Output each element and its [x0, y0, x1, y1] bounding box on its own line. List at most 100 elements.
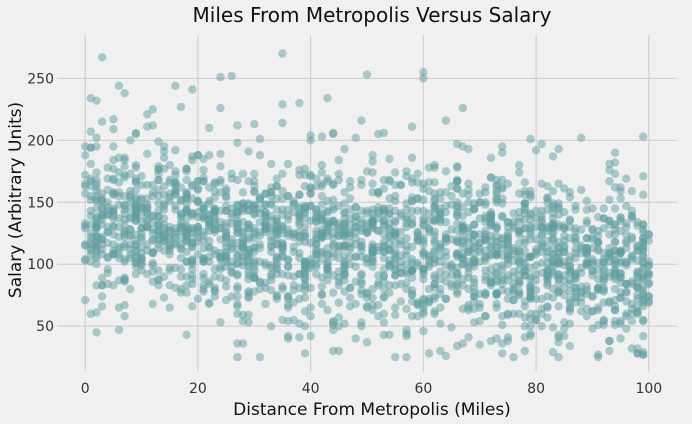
- data-point: [92, 183, 101, 192]
- x-tick-label: 80: [527, 381, 545, 397]
- data-point: [605, 165, 614, 175]
- data-point: [120, 242, 129, 252]
- data-point: [182, 188, 191, 197]
- data-point: [419, 195, 428, 204]
- data-point: [143, 240, 152, 249]
- data-point: [317, 132, 327, 141]
- data-point: [599, 271, 608, 280]
- data-point: [109, 281, 118, 290]
- data-point: [317, 160, 327, 170]
- data-point: [323, 250, 332, 259]
- data-point: [345, 205, 355, 214]
- data-point: [250, 287, 259, 296]
- data-point: [368, 209, 377, 218]
- data-point: [458, 238, 467, 248]
- data-point: [244, 224, 253, 233]
- y-axis-title: Salary (Arbitrary Units): [6, 102, 26, 298]
- data-point: [526, 224, 535, 233]
- data-point: [391, 265, 400, 274]
- data-point: [526, 292, 535, 301]
- data-point: [498, 349, 507, 358]
- data-point: [143, 216, 152, 225]
- data-point: [402, 215, 411, 224]
- data-point: [362, 229, 372, 238]
- data-point: [300, 164, 310, 173]
- data-point: [441, 201, 451, 211]
- data-point: [633, 302, 642, 311]
- data-point: [633, 256, 642, 265]
- data-point: [171, 238, 180, 248]
- data-point: [605, 177, 614, 186]
- data-point: [605, 336, 614, 346]
- data-point: [503, 217, 513, 227]
- data-point: [560, 241, 569, 250]
- data-point: [441, 217, 451, 227]
- data-point: [103, 268, 112, 278]
- data-point: [644, 261, 653, 270]
- data-point: [599, 277, 608, 286]
- data-point: [193, 294, 203, 304]
- data-point: [610, 148, 620, 157]
- data-point: [131, 128, 141, 138]
- data-point: [216, 103, 225, 113]
- data-point: [407, 266, 417, 275]
- data-point: [605, 346, 614, 356]
- data-point: [233, 284, 242, 294]
- data-point: [300, 307, 310, 316]
- data-point: [289, 247, 298, 256]
- data-point: [255, 151, 265, 160]
- data-point: [402, 167, 411, 176]
- data-point: [227, 71, 236, 81]
- data-point: [453, 177, 462, 186]
- data-point: [261, 211, 270, 221]
- data-point: [616, 256, 625, 265]
- data-point: [419, 184, 428, 193]
- data-point: [430, 258, 439, 268]
- data-point: [582, 312, 591, 321]
- data-point: [391, 310, 400, 320]
- data-point: [126, 186, 135, 196]
- data-point: [221, 219, 231, 228]
- data-point: [599, 204, 608, 213]
- data-point: [407, 255, 417, 264]
- data-point: [340, 214, 349, 223]
- data-point: [233, 138, 242, 147]
- data-point: [543, 292, 552, 301]
- data-point: [306, 331, 315, 341]
- data-point: [396, 180, 405, 190]
- data-point: [531, 276, 541, 285]
- data-point: [419, 68, 428, 77]
- data-point: [317, 191, 327, 201]
- data-point: [447, 263, 456, 273]
- data-point: [126, 253, 135, 263]
- data-point: [272, 291, 281, 300]
- data-point: [182, 330, 191, 339]
- data-point: [610, 265, 620, 274]
- data-point: [193, 237, 203, 247]
- data-point: [391, 255, 400, 264]
- chart-title: Miles From Metropolis Versus Salary: [193, 3, 552, 27]
- data-point: [148, 248, 157, 258]
- data-point: [537, 139, 546, 149]
- data-point: [131, 177, 141, 186]
- data-point: [492, 250, 501, 259]
- data-point: [323, 276, 332, 285]
- data-point: [593, 352, 603, 362]
- data-point: [424, 284, 434, 294]
- data-point: [250, 169, 259, 178]
- data-point: [97, 220, 107, 229]
- data-point: [571, 245, 580, 254]
- data-point: [430, 236, 439, 245]
- data-point: [205, 299, 214, 309]
- data-point: [503, 260, 513, 269]
- data-point: [97, 302, 107, 311]
- data-point: [627, 344, 637, 353]
- data-point: [97, 196, 107, 206]
- data-point: [503, 333, 513, 342]
- data-point: [97, 204, 107, 213]
- data-point: [272, 174, 281, 183]
- data-point: [379, 246, 389, 255]
- data-point: [81, 256, 90, 265]
- data-point: [154, 212, 163, 222]
- data-point: [131, 201, 141, 211]
